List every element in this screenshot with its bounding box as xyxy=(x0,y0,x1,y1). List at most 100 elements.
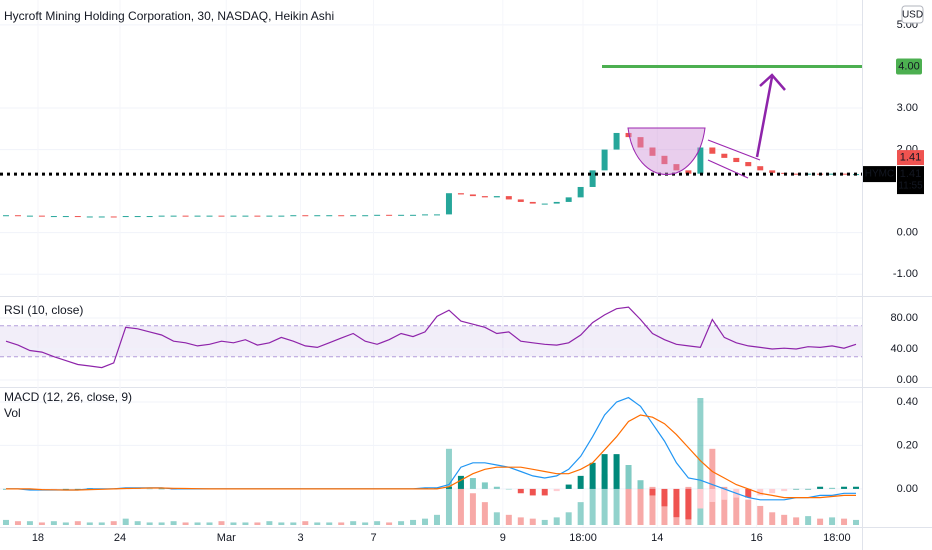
volume-bar xyxy=(314,522,321,525)
macd-histogram xyxy=(62,488,69,490)
x-tick-label: 18:00 xyxy=(823,532,851,544)
candle xyxy=(493,196,500,198)
volume-bar xyxy=(577,502,584,525)
macd-histogram xyxy=(721,488,728,500)
volume-bar xyxy=(649,486,656,525)
volume-bar xyxy=(278,522,285,525)
candle xyxy=(386,214,393,216)
macd-histogram xyxy=(601,454,608,489)
candle xyxy=(469,194,476,197)
channel-line xyxy=(707,139,761,161)
candle xyxy=(194,215,201,217)
y-tick-label: 0.00 xyxy=(897,374,918,386)
candle xyxy=(158,215,165,217)
volume-bar xyxy=(457,480,464,525)
candle xyxy=(98,216,105,218)
macd-histogram xyxy=(685,488,692,520)
macd-line xyxy=(6,414,856,499)
volume-bar xyxy=(757,505,764,525)
candle xyxy=(649,147,656,156)
macd-histogram xyxy=(637,480,644,489)
volume-bar xyxy=(122,518,129,525)
volume-bar xyxy=(170,521,177,525)
x-tick-label: Mar xyxy=(217,532,236,544)
symbol-box xyxy=(863,166,896,183)
volume-bar xyxy=(529,518,536,525)
candle xyxy=(637,137,644,148)
chart-title: Hycroft Mining Holding Corporation, 30, … xyxy=(4,9,334,23)
candle xyxy=(26,215,33,217)
x-tick-label: 24 xyxy=(114,532,126,544)
candle xyxy=(745,162,752,167)
candle xyxy=(841,173,848,175)
candle xyxy=(362,215,369,217)
y-tick-label: 0.20 xyxy=(897,439,918,451)
channel-line xyxy=(707,159,749,179)
macd-histogram xyxy=(529,488,536,496)
candle xyxy=(146,216,153,218)
volume-bar xyxy=(733,493,740,525)
candle xyxy=(661,155,668,165)
candle xyxy=(673,164,680,171)
macd-histogram xyxy=(2,488,9,490)
volume-bar xyxy=(422,518,429,525)
macd-histogram xyxy=(565,484,572,489)
volume-bar xyxy=(637,480,644,525)
candle xyxy=(374,214,381,216)
y-tick-label: 0.00 xyxy=(897,227,918,239)
currency-box[interactable] xyxy=(901,5,924,24)
currency: USD xyxy=(902,10,923,21)
macd-histogram xyxy=(829,487,836,489)
volume-bar xyxy=(302,521,309,525)
volume-bar xyxy=(553,517,560,525)
candle xyxy=(769,170,776,173)
volume-bar xyxy=(74,521,81,525)
candle xyxy=(218,215,225,217)
grid-layer xyxy=(0,24,862,490)
candle xyxy=(290,215,297,217)
candle xyxy=(398,214,405,216)
symbol-label: HYMC xyxy=(865,169,894,180)
y-tick-label: 0.40 xyxy=(897,396,918,408)
volume-bar xyxy=(26,521,33,525)
volume-bar xyxy=(338,522,345,525)
y-tick-label: 3.00 xyxy=(897,102,918,114)
macd-histogram xyxy=(853,486,860,489)
candle xyxy=(230,215,237,217)
volume-bar xyxy=(182,522,189,525)
macd-histogram xyxy=(505,488,512,490)
candle xyxy=(242,215,249,217)
volume-bar xyxy=(206,522,213,525)
macd-histogram xyxy=(781,488,788,492)
volume-bar xyxy=(697,398,704,525)
macd-histogram xyxy=(469,478,476,489)
macd-histogram xyxy=(517,488,524,494)
macd-title: MACD (12, 26, close, 9) xyxy=(4,390,132,404)
price-label: 1.41 xyxy=(900,168,921,180)
volume-bar xyxy=(829,517,836,525)
macd-histogram xyxy=(74,488,81,490)
candle xyxy=(793,173,800,175)
volume-bar xyxy=(661,493,668,525)
candle xyxy=(613,132,620,150)
candle xyxy=(433,214,440,216)
volume-bar xyxy=(541,519,548,525)
candle xyxy=(805,173,812,175)
x-tick-label: 18 xyxy=(32,532,44,544)
price-box xyxy=(897,166,924,195)
candle xyxy=(314,215,321,217)
candle xyxy=(50,216,57,218)
macd-histogram xyxy=(481,482,488,489)
candle xyxy=(505,196,512,200)
volume-bar xyxy=(625,467,632,525)
candle xyxy=(74,216,81,218)
candle xyxy=(170,215,177,217)
x-tick-label: 9 xyxy=(500,532,506,544)
candle xyxy=(134,216,141,218)
candle xyxy=(517,199,524,202)
rsi-line xyxy=(5,306,857,369)
candle xyxy=(553,201,560,204)
macd-histogram xyxy=(445,486,452,489)
volume-bar xyxy=(62,522,69,525)
volume-bar xyxy=(769,512,776,525)
